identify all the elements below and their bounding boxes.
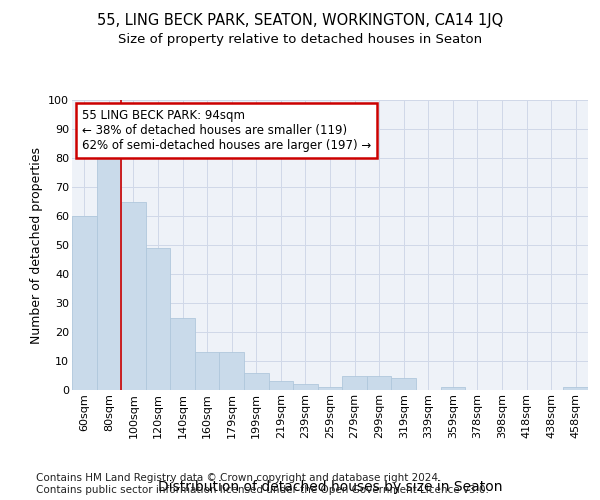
Text: Contains HM Land Registry data © Crown copyright and database right 2024.
Contai: Contains HM Land Registry data © Crown c… <box>36 474 489 495</box>
Y-axis label: Number of detached properties: Number of detached properties <box>29 146 43 344</box>
Bar <box>293 384 318 390</box>
Bar <box>97 150 121 390</box>
Bar <box>146 248 170 390</box>
Bar <box>195 352 220 390</box>
Bar <box>72 216 97 390</box>
Bar <box>391 378 416 390</box>
Bar <box>220 352 244 390</box>
Bar <box>367 376 391 390</box>
X-axis label: Distribution of detached houses by size in Seaton: Distribution of detached houses by size … <box>158 480 502 494</box>
Text: 55, LING BECK PARK, SEATON, WORKINGTON, CA14 1JQ: 55, LING BECK PARK, SEATON, WORKINGTON, … <box>97 12 503 28</box>
Text: 55 LING BECK PARK: 94sqm
← 38% of detached houses are smaller (119)
62% of semi-: 55 LING BECK PARK: 94sqm ← 38% of detach… <box>82 108 371 152</box>
Text: Size of property relative to detached houses in Seaton: Size of property relative to detached ho… <box>118 32 482 46</box>
Bar <box>170 318 195 390</box>
Bar <box>563 387 588 390</box>
Bar <box>121 202 146 390</box>
Bar <box>269 382 293 390</box>
Bar <box>244 372 269 390</box>
Bar <box>440 387 465 390</box>
Bar <box>342 376 367 390</box>
Bar <box>318 387 342 390</box>
